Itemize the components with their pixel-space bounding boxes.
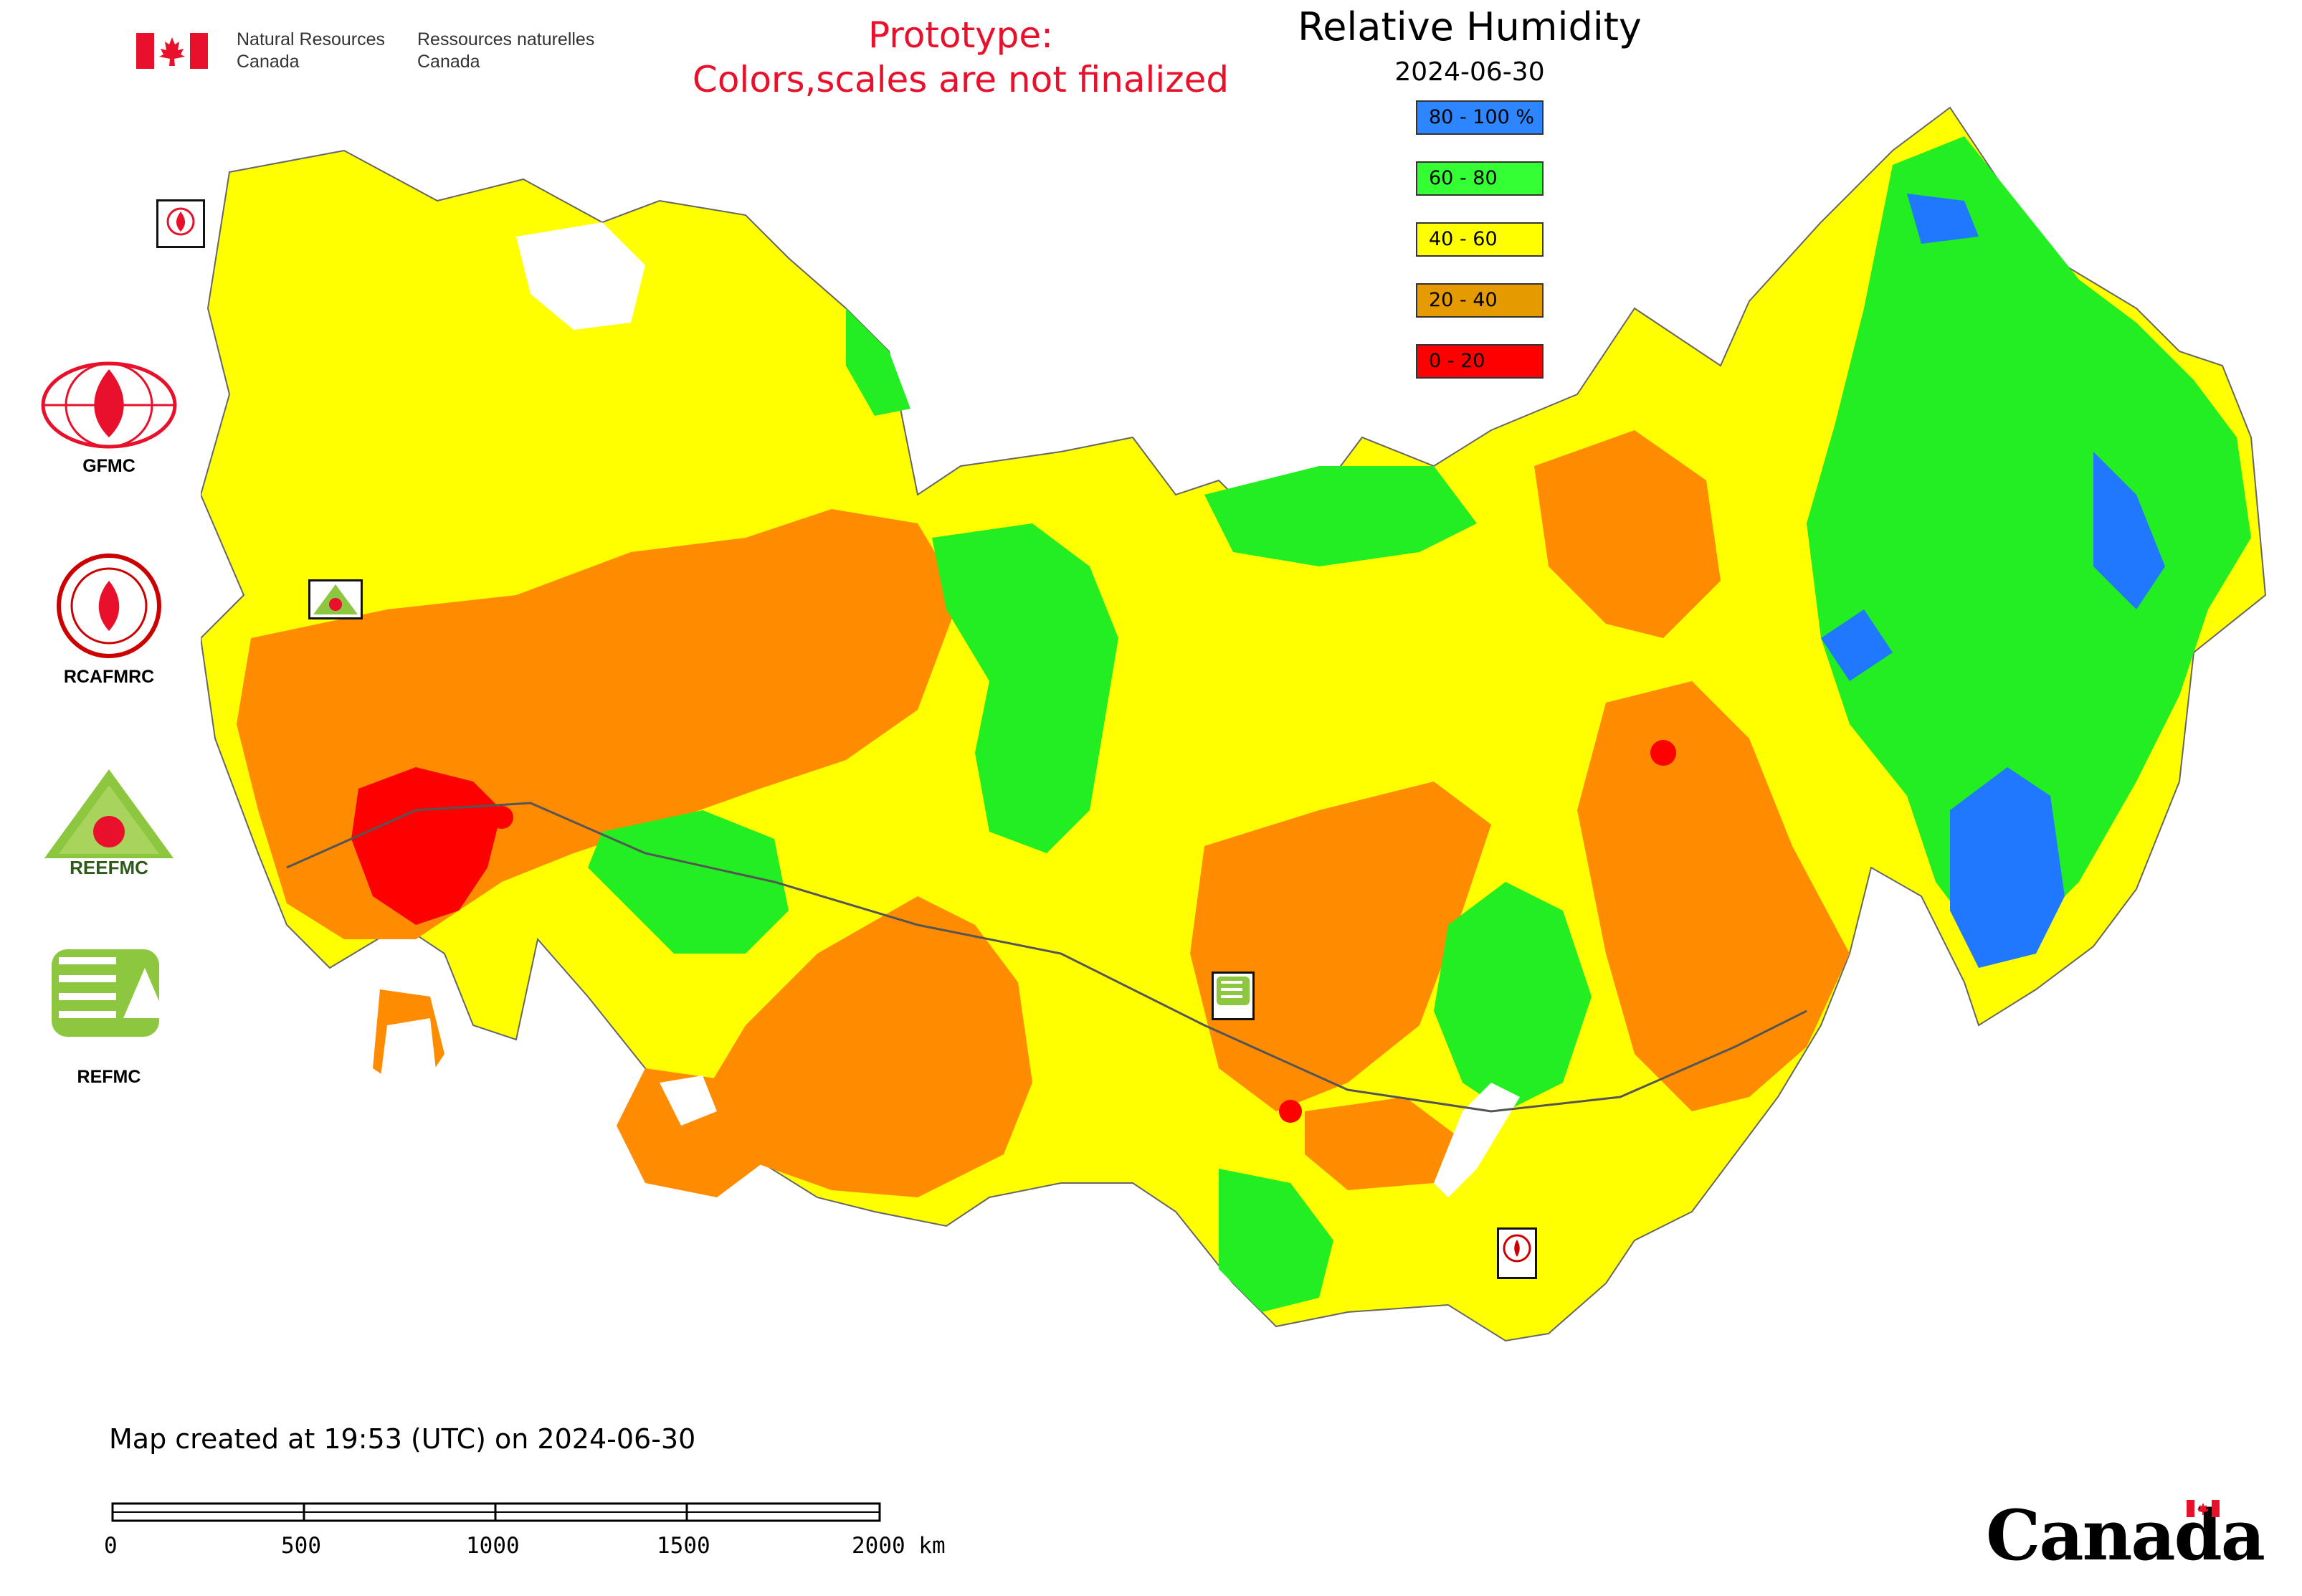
legend-item-20-40: 20 - 40 (1416, 283, 1544, 318)
very-humid-zone-okhotsk (2093, 452, 2165, 609)
humid-zone-far-east (1807, 136, 2251, 939)
gfmc-flame-icon (166, 207, 195, 236)
refmc-emblem-icon (1217, 977, 1250, 1005)
agency-name-en: Natural Resources Canada (237, 29, 385, 73)
prototype-line1: Prototype: (867, 14, 1054, 56)
agency-en-line2: Canada (237, 52, 300, 72)
humid-zone-west-siberia (932, 523, 1118, 853)
rcafmrc-seal-large-icon (57, 554, 161, 658)
dry-zone-central-asia (703, 896, 1032, 1197)
legend-label: 0 - 20 (1429, 350, 1485, 372)
dry-zone-mongolia (1305, 1097, 1462, 1190)
legend-label: 40 - 60 (1429, 228, 1498, 250)
agency-en-line1: Natural Resources (237, 29, 386, 49)
map-title: Relative Humidity (1298, 4, 1642, 49)
map-date: 2024-06-30 (1394, 57, 1545, 87)
dry-zone-south-central (617, 1068, 774, 1197)
white-sea (516, 222, 645, 330)
very-dry-spot-ural (490, 806, 513, 829)
canada-wordmark-flag-icon (2187, 1500, 2220, 1517)
canada-flag-icon (136, 33, 208, 69)
humid-zone-taimyr (1204, 466, 1477, 566)
legend-item-40-60: 40 - 60 (1416, 222, 1544, 257)
scale-label-500: 500 (281, 1533, 321, 1559)
scale-label-1000: 1000 (466, 1533, 520, 1559)
very-humid-zone-chukotka (1907, 194, 1979, 244)
map-creation-note: Map created at 19:53 (UTC) on 2024-06-30 (109, 1423, 696, 1455)
gfmc-label: GFMC (82, 456, 135, 476)
humid-zone-kazakh (588, 810, 789, 954)
agency-fr-line1: Ressources naturelles (417, 29, 595, 49)
reefmc-large-icon: REEFMC (37, 769, 181, 878)
dry-zone-east (1577, 681, 1850, 1111)
legend-label: 20 - 40 (1429, 289, 1498, 311)
scale-label-2000: 2000 km (852, 1533, 946, 1559)
dry-zone-yakutia-north (1534, 430, 1721, 638)
humid-zone-baikal (1434, 882, 1592, 1111)
map-marker-refmc[interactable] (1212, 972, 1255, 1020)
legend-label: 60 - 80 (1429, 167, 1498, 189)
map-marker-reefmc[interactable] (308, 579, 363, 619)
prototype-line2: Colors,scales are not finalized (692, 59, 1230, 100)
humid-zone-altai (1219, 1169, 1333, 1312)
caspian-sea (380, 1018, 437, 1111)
prototype-notice: Prototype: Colors,scales are not finaliz… (645, 13, 1276, 102)
very-humid-zone-baltic (1821, 609, 1893, 681)
humid-zone-kola (846, 308, 910, 416)
map-marker-rcafmrc[interactable] (1497, 1227, 1537, 1279)
dry-zone-siberia (1190, 782, 1491, 1111)
legend-item-0-20: 0 - 20 (1416, 344, 1544, 379)
rcafmrc-seal-icon (1503, 1234, 1531, 1263)
legend-label: 80 - 100 % (1429, 106, 1535, 128)
very-dry-spot-altai (1279, 1100, 1302, 1123)
canada-wordmark: Canada (1986, 1495, 2265, 1576)
scale-label-0: 0 (104, 1533, 118, 1559)
refmc-large-icon (52, 949, 166, 1037)
reefmc-triangle-icon (313, 584, 358, 614)
very-humid-zone-kamchatka (1950, 767, 2065, 968)
rcafmrc-label: RCAFMRC (63, 667, 155, 687)
agency-fr-line2: Canada (417, 52, 480, 72)
legend-item-80-100: 80 - 100 % (1416, 100, 1544, 135)
humidity-map[interactable] (201, 93, 2280, 1455)
very-dry-spot-east (1650, 740, 1676, 766)
agency-name-fr: Ressources naturelles Canada (417, 29, 594, 73)
map-marker-gfmc[interactable] (156, 199, 205, 248)
refmc-label: REFMC (77, 1067, 141, 1087)
national-border (286, 802, 1807, 1113)
gfmc-globe-fire-icon (41, 361, 177, 449)
reefmc-wordmark: REEFMC (70, 857, 148, 878)
legend-item-60-80: 60 - 80 (1416, 161, 1544, 196)
scale-label-1500: 1500 (657, 1533, 710, 1559)
aral-sea (660, 1075, 717, 1126)
scale-bar (111, 1502, 881, 1522)
